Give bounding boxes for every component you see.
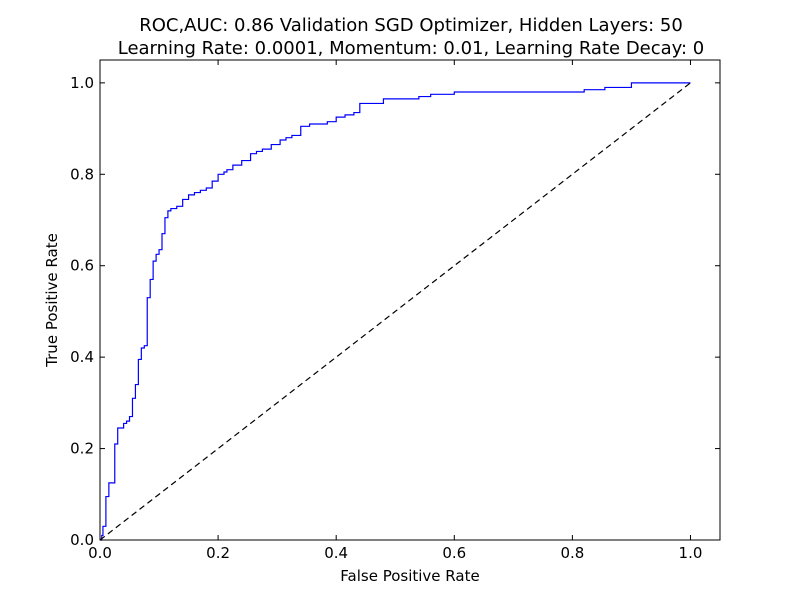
x-tick-label: 0.8 [560, 544, 584, 562]
x-axis-label: False Positive Rate [340, 567, 479, 585]
y-tick-label: 0.6 [70, 257, 94, 275]
chart-subtitle: Learning Rate: 0.0001, Momentum: 0.01, L… [118, 38, 705, 59]
x-tick-label: 0.4 [324, 544, 348, 562]
plot-area: 0.0 0.2 0.4 0.6 0.8 1.0 0.0 0.2 0.4 0.6 0.8 1.0 [70, 59, 721, 562]
y-tick-label: 0.2 [70, 440, 94, 458]
y-tick-label: 1.0 [70, 74, 94, 92]
chance-diagonal-line [99, 82, 691, 541]
y-tick-label: 0.4 [70, 348, 94, 366]
plot-frame [99, 59, 721, 541]
roc-curve-line [100, 82, 691, 541]
x-tick-label: 0.6 [442, 544, 466, 562]
y-tick-label: 0.8 [70, 165, 94, 183]
x-tick-label: 0.2 [206, 544, 230, 562]
x-tick-label: 1.0 [679, 544, 703, 562]
y-tick-label: 0.0 [70, 531, 94, 549]
chart-title: ROC,AUC: 0.86 Validation SGD Optimizer, … [139, 15, 683, 36]
x-tick-label: 0.0 [88, 544, 112, 562]
y-axis-label: True Positive Rate [43, 233, 61, 368]
